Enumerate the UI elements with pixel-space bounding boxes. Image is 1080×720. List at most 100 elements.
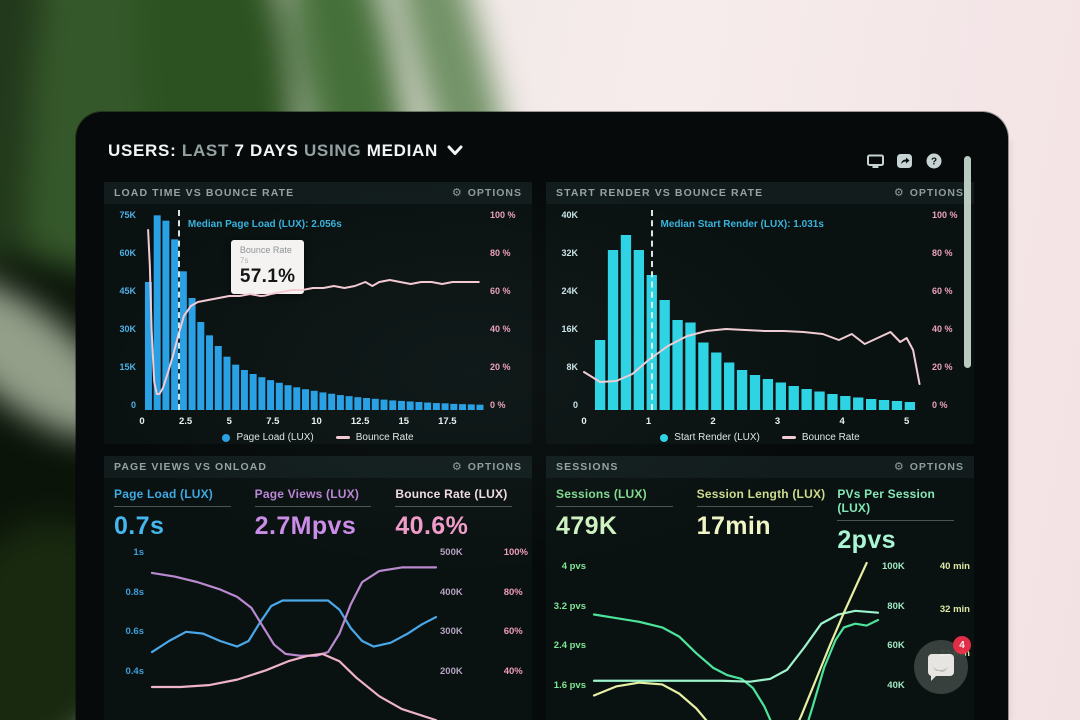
panel-header: START RENDER VS BOUNCE RATE ⚙ OPTIONS bbox=[546, 182, 974, 204]
metric-label: PVs Per Session (LUX) bbox=[837, 487, 936, 515]
header-segment: USING bbox=[303, 141, 367, 160]
metric-value: 2.7Mpvs bbox=[254, 512, 357, 540]
axis-label: 2.4 pvs bbox=[553, 640, 586, 652]
axis-label: 4 pvs bbox=[561, 561, 586, 572]
metric-row: Sessions (LUX) 479K Session Length (LUX)… bbox=[546, 478, 974, 559]
x-tick-label: 5 bbox=[903, 416, 910, 427]
options-button[interactable]: ⚙ OPTIONS bbox=[894, 461, 964, 473]
axis-label: 40K bbox=[561, 210, 578, 220]
legend-item[interactable]: Start Render (LUX) bbox=[660, 432, 760, 443]
legend-label: Bounce Rate bbox=[801, 432, 860, 443]
x-tick-label: 0 bbox=[581, 416, 587, 427]
x-tick-label: 4 bbox=[839, 416, 845, 427]
axis-label: 200K bbox=[440, 665, 463, 677]
gear-icon: ⚙ bbox=[451, 460, 463, 473]
plot-area[interactable]: Median Start Render (LUX): 1.031s bbox=[584, 210, 926, 410]
plot-area[interactable] bbox=[152, 549, 436, 720]
axis-label: 32 min bbox=[939, 604, 970, 616]
x-tick-label: 2 bbox=[710, 416, 716, 427]
axis-label: 3.2 pvs bbox=[553, 600, 586, 612]
axis-label: 8K bbox=[566, 362, 578, 372]
y-axis-left: 1s 0.8s 0.6s 0.4s bbox=[104, 547, 145, 677]
metric-row: Page Load (LUX) 0.7s Page Views (LUX) 2.… bbox=[104, 478, 532, 545]
header-segment: MEDIAN bbox=[366, 141, 438, 160]
header-icons: ? bbox=[867, 153, 942, 170]
axis-label: 100 % bbox=[932, 210, 958, 220]
axis-label: 30K bbox=[119, 324, 136, 334]
y-axis-right-col2: 100% 80% 60% 40% bbox=[504, 547, 528, 677]
axis-label: 45K bbox=[119, 286, 136, 296]
y-axis-right: 500K 400K 300K 200K 100% 80% 60% 40% bbox=[440, 547, 528, 677]
metric-value: 2pvs bbox=[837, 526, 896, 554]
axis-label: 40K bbox=[887, 679, 905, 691]
scrollbar-thumb[interactable] bbox=[964, 156, 971, 368]
metric-rule bbox=[556, 506, 673, 507]
x-tick-label: 0 bbox=[139, 416, 145, 427]
metric-value: 0.7s bbox=[114, 512, 165, 540]
axis-label: 1s bbox=[133, 547, 144, 558]
gear-icon: ⚙ bbox=[451, 186, 463, 199]
axis-label: 80 % bbox=[490, 248, 511, 258]
axis-label: 0.4s bbox=[125, 665, 145, 677]
panel-page-views: PAGE VIEWS VS ONLOAD ⚙ OPTIONS Page Load… bbox=[104, 456, 532, 720]
legend-item[interactable]: Page Load (LUX) bbox=[222, 432, 314, 443]
header-segment: 7 DAYS bbox=[234, 141, 304, 160]
panel-load-time: LOAD TIME VS BOUNCE RATE ⚙ OPTIONS 75K 60… bbox=[104, 182, 532, 444]
panel-header: PAGE VIEWS VS ONLOAD ⚙ OPTIONS bbox=[104, 456, 532, 478]
header-segment: LAST bbox=[181, 141, 235, 160]
tooltip-value: 57.1% bbox=[239, 266, 296, 287]
metric-label: Page Load (LUX) bbox=[114, 487, 214, 501]
start-render-chart: 40K 32K 24K 16K 8K 0 100 % 80 % 60 % 40 % 20 % 0 %… bbox=[546, 204, 974, 444]
chat-launcher-button[interactable]: 4 bbox=[914, 636, 971, 694]
tooltip: Bounce Rate 7s 57.1% bbox=[230, 240, 305, 327]
metric-page-views: Page Views (LUX) 2.7Mpvs bbox=[254, 487, 386, 541]
header-segment: USERS: bbox=[108, 141, 182, 160]
x-tick-label: 5 bbox=[226, 416, 232, 427]
options-button[interactable]: ⚙ OPTIONS bbox=[894, 187, 964, 199]
median-annotation: Median Start Render (LUX): 1.031s bbox=[660, 219, 824, 230]
help-icon[interactable]: ? bbox=[925, 153, 942, 170]
x-tick-label: 10 bbox=[311, 416, 322, 427]
plot-area[interactable]: Median Page Load (LUX): 2.056s Bounce Ra… bbox=[142, 210, 484, 410]
svg-text:?: ? bbox=[930, 157, 936, 168]
y-axis-left: 40K 32K 24K 16K 8K 0 bbox=[546, 210, 578, 410]
x-tick-label: 3 bbox=[774, 416, 781, 427]
options-button[interactable]: ⚙ OPTIONS bbox=[452, 187, 522, 199]
x-tick-label: 7.5 bbox=[266, 416, 280, 427]
median-annotation: Median Page Load (LUX): 2.056s bbox=[187, 219, 342, 230]
axis-label: 40 % bbox=[932, 324, 953, 334]
panel-title: SESSIONS bbox=[556, 461, 619, 473]
axis-label: 80 % bbox=[932, 248, 953, 258]
metric-session-length: Session Length (LUX) 17min bbox=[696, 487, 828, 555]
legend: Page Load (LUX) Bounce Rate bbox=[104, 432, 532, 443]
display-icon[interactable] bbox=[867, 153, 884, 170]
y-axis-left: 75K 60K 45K 30K 15K 0 bbox=[104, 210, 136, 410]
legend-item[interactable]: Bounce Rate bbox=[335, 432, 414, 443]
share-icon[interactable] bbox=[896, 153, 913, 170]
x-tick-label: 15 bbox=[398, 416, 410, 427]
y-axis-right-col1: 500K 400K 300K 200K bbox=[440, 547, 463, 677]
panel-start-render: START RENDER VS BOUNCE RATE ⚙ OPTIONS 40… bbox=[546, 182, 974, 444]
metric-pvs-per-session: PVs Per Session (LUX) 2pvs bbox=[837, 487, 968, 555]
load-time-chart: 75K 60K 45K 30K 15K 0 100 % 80 % 60 % 40 % 20 % 0 … bbox=[104, 204, 532, 444]
metric-value: 40.6% bbox=[395, 512, 469, 540]
axis-label: 500K bbox=[440, 547, 463, 558]
plot-area[interactable] bbox=[594, 563, 878, 720]
dashboard-header: USERS: LAST 7 DAYS USING MEDIAN ? bbox=[104, 141, 974, 181]
chat-bubble-icon bbox=[928, 654, 954, 681]
tooltip-title: Bounce Rate bbox=[239, 245, 292, 255]
options-button[interactable]: ⚙ OPTIONS bbox=[452, 461, 522, 473]
legend-item[interactable]: Bounce Rate bbox=[781, 432, 860, 443]
dashboard: USERS: LAST 7 DAYS USING MEDIAN ? bbox=[104, 141, 974, 720]
axis-label: 60% bbox=[503, 626, 523, 638]
chevron-down-icon bbox=[447, 141, 463, 161]
users-filter-dropdown[interactable]: USERS: LAST 7 DAYS USING MEDIAN bbox=[108, 141, 463, 181]
x-axis: 0 2.5 5 7.5 10 12.5 15 17.5 bbox=[139, 416, 484, 428]
panel-title: LOAD TIME VS BOUNCE RATE bbox=[114, 187, 295, 199]
notification-badge: 4 bbox=[953, 636, 971, 654]
axis-label: 0 % bbox=[490, 400, 506, 410]
x-tick-label: 12.5 bbox=[350, 416, 370, 427]
y-axis-left: 4 pvs 3.2 pvs 2.4 pvs 1.6 pvs bbox=[546, 561, 586, 691]
axis-label: 80% bbox=[503, 586, 523, 598]
